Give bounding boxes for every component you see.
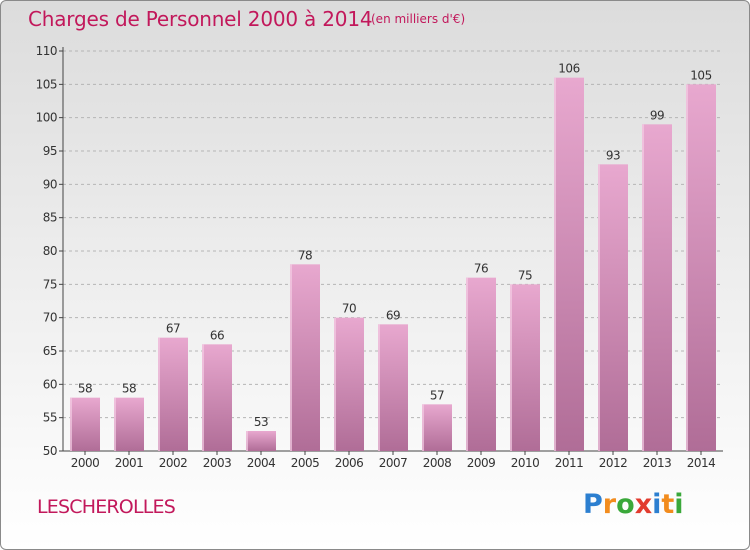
bar-value-label: 69 <box>386 308 400 322</box>
bar-value-label: 76 <box>474 262 488 276</box>
bar-value-label: 67 <box>166 322 180 336</box>
bar-value-label: 99 <box>650 108 664 122</box>
y-tick-label: 65 <box>43 344 57 358</box>
bar <box>290 264 320 451</box>
bar <box>70 397 100 451</box>
bar-value-label: 70 <box>342 302 356 316</box>
logo-letter: x <box>634 489 653 520</box>
chart-title: Charges de Personnel 2000 à 2014 <box>28 7 373 31</box>
x-tick-label: 2011 <box>555 456 584 470</box>
x-tick-label: 2014 <box>687 456 716 470</box>
bar <box>510 284 540 451</box>
bar-highlight <box>70 397 72 451</box>
y-tick-label: 80 <box>43 244 57 258</box>
bar <box>422 404 452 451</box>
logo-letter: P <box>583 489 603 520</box>
bar <box>466 277 496 451</box>
bar-value-label: 58 <box>78 382 92 396</box>
x-tick-label: 2002 <box>159 456 188 470</box>
axes: 50 55 60 65 70 75 80 85 90 95 100 105 110 <box>36 44 723 458</box>
bar <box>686 84 716 451</box>
logo-letter: o <box>616 489 635 520</box>
x-tick-label: 2006 <box>335 456 364 470</box>
chart-subtitle: (en milliers d'€) <box>371 12 466 26</box>
bar <box>158 337 188 451</box>
x-tick-label: 2005 <box>291 456 320 470</box>
bar-highlight <box>642 124 644 451</box>
bar-value-label: 57 <box>430 388 444 402</box>
x-tick-label: 2003 <box>203 456 232 470</box>
labels: 58 2000 58 2001 67 2002 66 2003 53 2004 78 2005 70 20… <box>71 62 716 470</box>
y-tick-label: 90 <box>43 177 57 191</box>
x-tick-label: 2007 <box>379 456 408 470</box>
bar-value-label: 66 <box>210 328 224 342</box>
bar-highlight <box>334 317 336 451</box>
bar-highlight <box>202 344 204 451</box>
proxiti-logo[interactable]: Proxiti <box>583 489 684 520</box>
bar-value-label: 53 <box>254 415 268 429</box>
logo-letter: i <box>652 489 662 520</box>
bar-highlight <box>290 264 292 451</box>
y-tick-label: 75 <box>43 277 57 291</box>
bar-value-label: 93 <box>606 148 620 162</box>
y-tick-label: 70 <box>43 311 57 325</box>
bar-value-label: 75 <box>518 268 532 282</box>
bar <box>378 324 408 451</box>
logo-letter: r <box>602 489 617 520</box>
x-tick-label: 2009 <box>467 456 496 470</box>
bar <box>114 397 144 451</box>
bar <box>202 344 232 451</box>
bar-highlight <box>422 404 424 451</box>
bar-highlight <box>114 397 116 451</box>
y-tick-label: 100 <box>36 111 57 125</box>
x-tick-label: 2000 <box>71 456 100 470</box>
bar-value-label: 105 <box>690 68 711 82</box>
bar <box>334 317 364 451</box>
commune-name: LESCHEROLLES <box>37 496 176 518</box>
bar-highlight <box>554 77 556 452</box>
logo-letter: t <box>661 489 675 520</box>
bar-highlight <box>246 431 248 451</box>
bars <box>70 77 716 452</box>
y-tick-label: 55 <box>43 411 57 425</box>
bar <box>246 431 276 451</box>
y-tick-label: 85 <box>43 211 57 225</box>
y-tick-label: 60 <box>43 377 57 391</box>
x-tick-label: 2013 <box>643 456 672 470</box>
x-tick-label: 2012 <box>599 456 628 470</box>
bar-highlight <box>466 277 468 451</box>
bar-value-label: 58 <box>122 382 136 396</box>
logo-letter: i <box>674 489 684 520</box>
x-tick-label: 2001 <box>115 456 144 470</box>
bar-highlight <box>686 84 688 451</box>
x-tick-label: 2010 <box>511 456 540 470</box>
y-tick-label: 95 <box>43 144 57 158</box>
bar-highlight <box>510 284 512 451</box>
bar-highlight <box>598 164 600 452</box>
y-tick-label: 50 <box>43 444 57 458</box>
x-tick-label: 2008 <box>423 456 452 470</box>
x-tick-label: 2004 <box>247 456 276 470</box>
bar <box>554 77 584 452</box>
y-tick-label: 110 <box>36 44 57 58</box>
bar-highlight <box>378 324 380 451</box>
bar <box>642 124 672 451</box>
y-tick-label: 105 <box>36 77 57 91</box>
bar-value-label: 106 <box>558 62 579 76</box>
bar-highlight <box>158 337 160 451</box>
bar <box>598 164 628 452</box>
bar-value-label: 78 <box>298 248 312 262</box>
